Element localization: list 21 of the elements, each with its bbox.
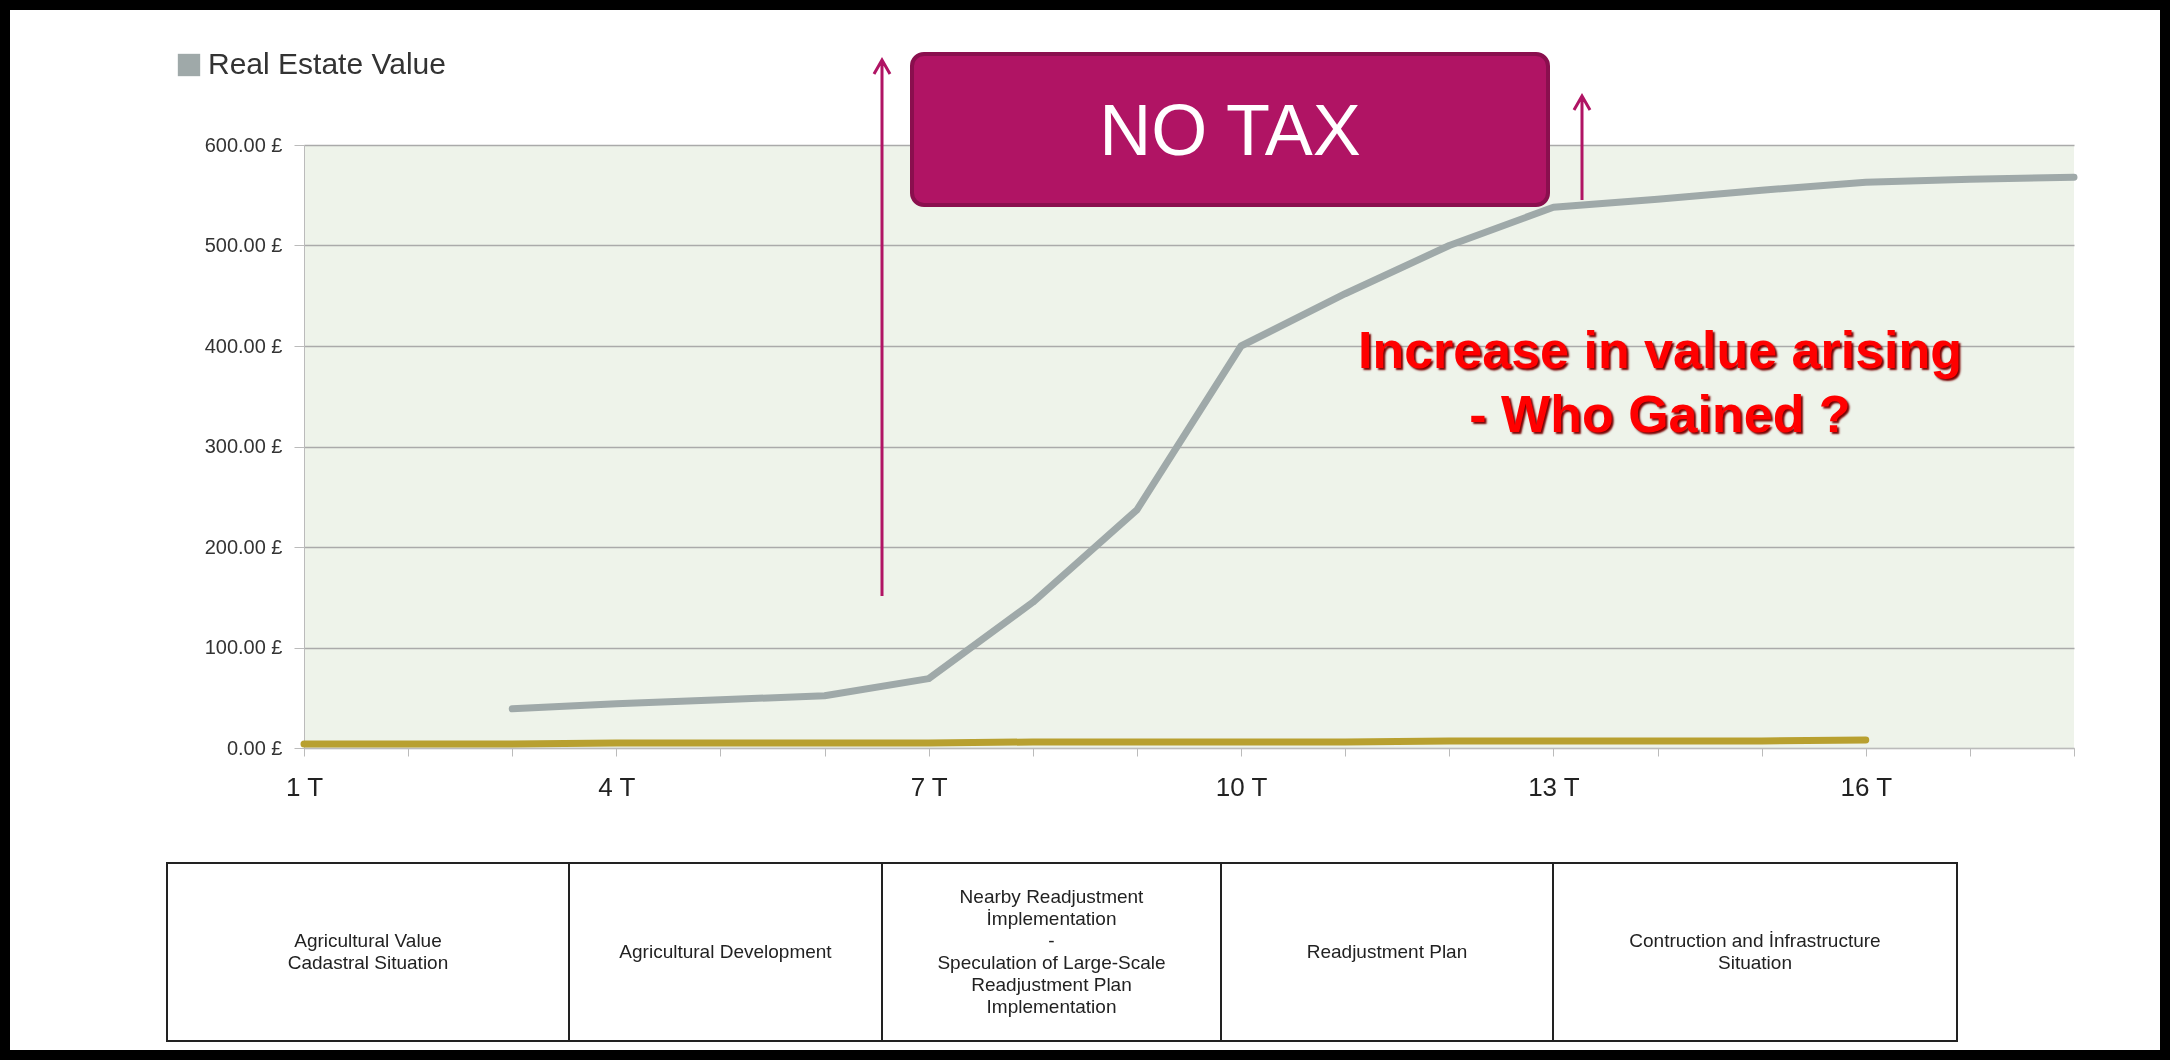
text: Agricultural Value Cadastral Situation — [167, 863, 569, 1041]
annotation: Increase in value arising - Who Gained ? — [1356, 320, 1964, 445]
scroll-banner: NO TAX — [910, 52, 1550, 207]
x-tick-label: 13 T — [1528, 771, 1580, 802]
y-tick-label: 500.00 £ — [204, 234, 283, 256]
text: Agricultural Development — [569, 863, 882, 1041]
text: Readjustment Plan — [1221, 863, 1553, 1041]
y-tick-label: 600.00 £ — [204, 133, 283, 156]
y-tick-label: 200.00 £ — [204, 535, 283, 558]
y-tick-label: 300.00 £ — [204, 435, 283, 457]
x-tick-label: 7 T — [910, 771, 948, 802]
x-tick-label: 4 T — [598, 771, 636, 802]
x-tick-label: 16 T — [1840, 771, 1893, 802]
text: Nearby Readjustment İmplementation - Speculation of Large-Scale Readjustment Plan Implementation — [882, 863, 1221, 1041]
legend-label: Real Estate Value — [208, 47, 446, 80]
x-tick-label: 10 T — [1215, 771, 1268, 802]
y-tick-label: 0.00 £ — [226, 736, 283, 759]
x-tick-label: 1 T — [285, 771, 324, 802]
y-tick-label: 400.00 £ — [204, 334, 283, 357]
y-tick-label: 100.00 £ — [204, 636, 283, 658]
text: Contruction and İnfrastructure Situation — [1553, 863, 1957, 1041]
